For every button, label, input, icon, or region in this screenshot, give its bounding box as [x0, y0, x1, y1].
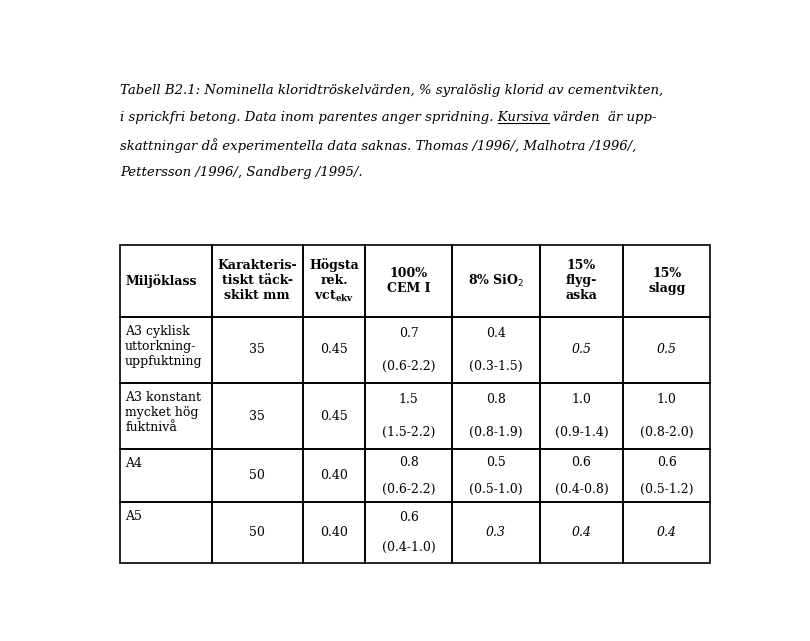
Bar — [303, 449, 365, 503]
Bar — [624, 449, 710, 503]
Bar — [539, 317, 624, 383]
Text: Pettersson /1996/, Sandberg /1995/.: Pettersson /1996/, Sandberg /1995/. — [120, 166, 363, 179]
Text: 0.5: 0.5 — [657, 344, 677, 356]
Bar — [211, 449, 303, 503]
Text: 1.0: 1.0 — [572, 393, 591, 406]
Text: (0.8-2.0): (0.8-2.0) — [640, 426, 693, 439]
Text: 0.6: 0.6 — [657, 456, 676, 469]
Bar — [624, 503, 710, 563]
Text: (0.6-2.2): (0.6-2.2) — [382, 360, 436, 373]
Bar — [452, 383, 539, 449]
Text: Miljöklass: Miljöklass — [125, 274, 197, 288]
Bar — [539, 383, 624, 449]
Bar — [624, 245, 710, 317]
Text: 0.45: 0.45 — [320, 344, 347, 356]
Text: 0.45: 0.45 — [320, 410, 347, 422]
Text: 0.6: 0.6 — [399, 511, 419, 524]
Text: skattningar då experimentella data saknas. Thomas /1996/, Malhotra /1996/,: skattningar då experimentella data sakna… — [120, 138, 637, 153]
Bar — [211, 245, 303, 317]
Bar — [211, 383, 303, 449]
Bar — [120, 245, 211, 317]
Text: 50: 50 — [249, 469, 265, 483]
Bar — [303, 317, 365, 383]
Text: i sprickfri betong. Data inom parentes anger spridning. Kursiva värden  är upp-: i sprickfri betong. Data inom parentes a… — [120, 112, 657, 124]
Text: 0.8: 0.8 — [399, 456, 419, 469]
Text: 0.6: 0.6 — [572, 456, 591, 469]
Text: A3 cyklisk
uttorkning-
uppfuktning: A3 cyklisk uttorkning- uppfuktning — [125, 324, 202, 368]
Bar — [365, 449, 452, 503]
Text: (0.4-0.8): (0.4-0.8) — [555, 483, 608, 495]
Bar — [365, 317, 452, 383]
Bar — [211, 317, 303, 383]
Text: 8% SiO$_2$: 8% SiO$_2$ — [468, 272, 524, 289]
Text: A5: A5 — [125, 510, 142, 523]
Text: 35: 35 — [249, 344, 265, 356]
Text: (0.5-1.2): (0.5-1.2) — [640, 483, 693, 495]
Text: A4: A4 — [125, 457, 142, 470]
Text: 0.40: 0.40 — [320, 526, 348, 539]
Bar — [452, 503, 539, 563]
Text: A3 konstant
mycket hög
fuktnivå: A3 konstant mycket hög fuktnivå — [125, 391, 201, 434]
Bar — [303, 245, 365, 317]
Bar — [303, 503, 365, 563]
Text: Tabell B2.1: Nominella kloridtröskelvärden, % syralöslig klorid av cementvikten,: Tabell B2.1: Nominella kloridtröskelvärd… — [120, 85, 663, 97]
Text: 50: 50 — [249, 526, 265, 539]
Bar — [365, 245, 452, 317]
Text: 0.4: 0.4 — [657, 526, 677, 539]
Bar — [211, 503, 303, 563]
Bar — [120, 383, 211, 449]
Bar — [120, 317, 211, 383]
Text: 0.8: 0.8 — [486, 393, 506, 406]
Bar — [303, 383, 365, 449]
Bar — [539, 449, 624, 503]
Text: 1.0: 1.0 — [657, 393, 676, 406]
Text: (0.8-1.9): (0.8-1.9) — [469, 426, 522, 439]
Bar — [539, 245, 624, 317]
Text: (0.3-1.5): (0.3-1.5) — [469, 360, 522, 373]
Text: (1.5-2.2): (1.5-2.2) — [382, 426, 435, 439]
Text: 0.4: 0.4 — [486, 327, 506, 340]
Text: 0.7: 0.7 — [399, 327, 419, 340]
Text: (0.6-2.2): (0.6-2.2) — [382, 483, 436, 495]
Text: 0.5: 0.5 — [486, 456, 505, 469]
Bar — [624, 383, 710, 449]
Text: 35: 35 — [249, 410, 265, 422]
Text: (0.5-1.0): (0.5-1.0) — [469, 483, 522, 495]
Text: 100%
CEM I: 100% CEM I — [387, 267, 430, 295]
Bar — [452, 245, 539, 317]
Bar — [120, 449, 211, 503]
Text: 0.4: 0.4 — [572, 526, 591, 539]
Bar — [365, 503, 452, 563]
Text: (0.9-1.4): (0.9-1.4) — [555, 426, 608, 439]
Bar — [120, 503, 211, 563]
Text: 15%
slagg: 15% slagg — [648, 267, 685, 295]
Bar — [539, 503, 624, 563]
Text: (0.4-1.0): (0.4-1.0) — [382, 542, 436, 554]
Text: 15%
flyg-
aska: 15% flyg- aska — [565, 259, 598, 303]
Text: 0.40: 0.40 — [320, 469, 348, 483]
Bar — [452, 317, 539, 383]
Bar — [365, 383, 452, 449]
Text: 0.3: 0.3 — [486, 526, 506, 539]
Text: Högsta
rek.
vct$_{\mathregular{ekv}}$: Högsta rek. vct$_{\mathregular{ekv}}$ — [309, 258, 359, 304]
Text: 0.5: 0.5 — [572, 344, 591, 356]
Text: Karakteris-
tiskt täck-
skikt mm: Karakteris- tiskt täck- skikt mm — [217, 259, 297, 303]
Bar — [452, 449, 539, 503]
Bar — [624, 317, 710, 383]
Text: 1.5: 1.5 — [399, 393, 419, 406]
